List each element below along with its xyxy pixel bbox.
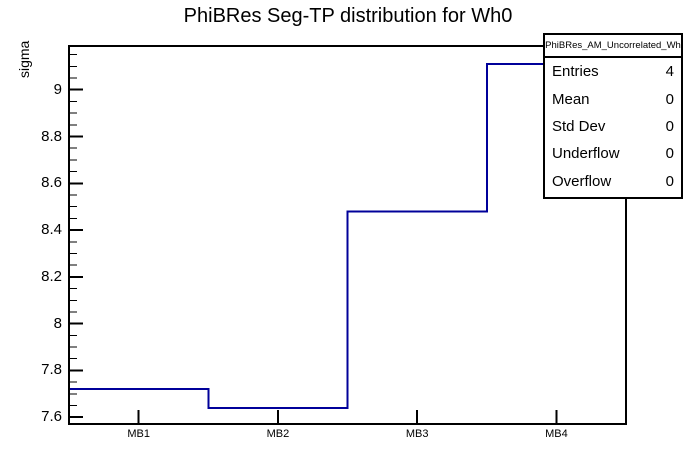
y-tick-label: 8.6 xyxy=(41,174,62,192)
x-axis-tick-labels: MB1 MB2 MB3 MB4 xyxy=(0,428,696,442)
stats-row-stddev: Std Dev 0 xyxy=(545,113,681,140)
stats-row-mean: Mean 0 xyxy=(545,85,681,112)
y-tick-label: 8.4 xyxy=(41,221,62,239)
stats-label: Mean xyxy=(552,90,590,108)
plot-frame xyxy=(68,45,627,425)
stats-box: hPhiBRes_AM_Uncorrelated_Wh0 Entries 4 M… xyxy=(543,33,683,199)
stats-box-title: hPhiBRes_AM_Uncorrelated_Wh0 xyxy=(545,35,681,58)
y-tick-label: 8 xyxy=(53,314,62,332)
stats-label: Entries xyxy=(552,63,599,81)
stats-label: Std Dev xyxy=(552,118,606,136)
stats-value: 0 xyxy=(665,145,674,163)
stats-value: 0 xyxy=(665,172,674,190)
y-tick-label: 7.8 xyxy=(41,361,62,379)
stats-label: Overflow xyxy=(552,172,612,190)
x-tick-label: MB1 xyxy=(127,428,150,440)
y-tick-label: 8.8 xyxy=(41,127,62,145)
y-tick-label: 7.6 xyxy=(41,408,62,426)
chart-title: PhiBRes Seg-TP distribution for Wh0 xyxy=(183,5,513,27)
stats-value: 4 xyxy=(665,63,674,81)
stats-rows: Entries 4 Mean 0 Std Dev 0 Underflow 0 O… xyxy=(545,58,681,195)
y-tick-label: 8.2 xyxy=(41,267,62,285)
x-tick-label: MB2 xyxy=(266,428,290,440)
stats-row-overflow: Overflow 0 xyxy=(545,168,681,195)
y-axis-tick-labels: 7.6 7.8 8 8.2 8.4 8.6 8.8 9 xyxy=(0,0,64,472)
histogram-step-line xyxy=(69,63,626,409)
x-tick-label: MB4 xyxy=(545,428,568,440)
x-tick-label: MB3 xyxy=(405,428,429,440)
stats-value: 0 xyxy=(665,118,674,136)
y-tick-label: 9 xyxy=(53,80,62,98)
stats-value: 0 xyxy=(665,90,674,108)
stats-row-underflow: Underflow 0 xyxy=(545,140,681,167)
stats-row-entries: Entries 4 xyxy=(545,58,681,85)
stats-label: Underflow xyxy=(552,145,620,163)
